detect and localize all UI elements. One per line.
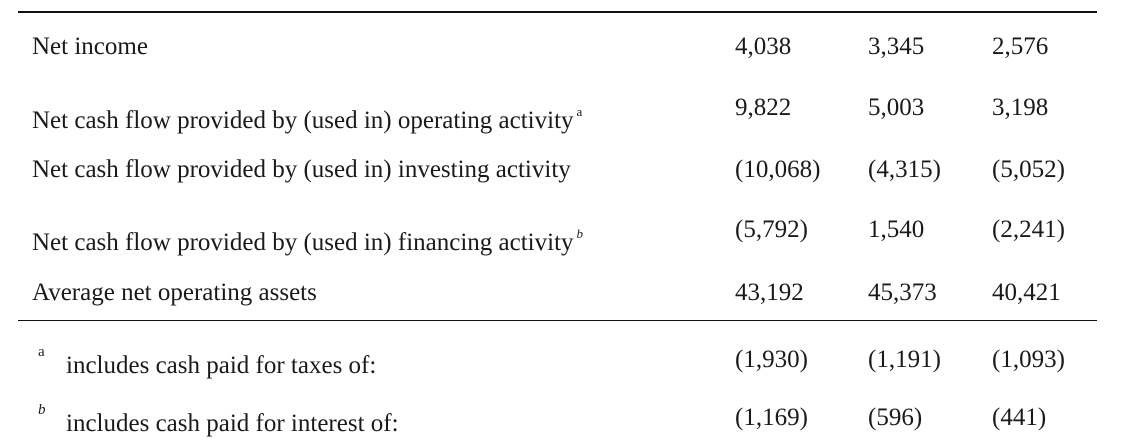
value-cell: (1,930) — [735, 346, 808, 373]
table-row-net-income: Net income 4,038 3,345 2,576 — [0, 27, 1124, 67]
footnote-marker: a — [576, 104, 583, 119]
value-cell: (1,093) — [992, 346, 1065, 373]
value-cell: 40,421 — [992, 279, 1061, 306]
table-row-average-net-operating-assets: Average net operating assets 43,192 45,3… — [0, 273, 1124, 313]
row-label: Net income — [32, 33, 148, 60]
footnote-row-interest: b includes cash paid for interest of: (1… — [0, 398, 1124, 438]
value-cell: 2,576 — [992, 33, 1049, 60]
value-cell: 43,192 — [735, 279, 804, 306]
value-cell: (4,315) — [868, 156, 941, 183]
table-row-financing-activity: Net cash flow provided by (used in) fina… — [0, 214, 1124, 256]
value-cell: 9,822 — [735, 94, 792, 121]
footnote-label: includes cash paid for interest of: — [66, 410, 399, 437]
footnote-separator-rule — [18, 320, 1097, 321]
value-cell: 3,198 — [992, 94, 1049, 121]
value-cell: (5,792) — [735, 216, 808, 243]
footnote-row-taxes: a includes cash paid for taxes of: (1,93… — [0, 340, 1124, 380]
table-row-investing-activity: Net cash flow provided by (used in) inve… — [0, 150, 1124, 190]
value-cell: (596) — [868, 404, 923, 431]
value-cell: (2,241) — [992, 216, 1065, 243]
row-label: Net cash flow provided by (used in) fina… — [32, 226, 584, 256]
row-label: Net cash flow provided by (used in) oper… — [32, 104, 583, 134]
value-cell: (1,191) — [868, 346, 941, 373]
table-row-operating-activity: Net cash flow provided by (used in) oper… — [0, 92, 1124, 134]
value-cell: 5,003 — [868, 94, 925, 121]
footnote-label: includes cash paid for taxes of: — [66, 352, 377, 379]
value-cell: 1,540 — [868, 216, 925, 243]
footnote-marker: a — [38, 344, 45, 360]
footnote-marker: b — [576, 226, 584, 241]
value-cell: (5,052) — [992, 156, 1065, 183]
value-cell: (10,068) — [735, 156, 821, 183]
value-cell: 45,373 — [868, 279, 937, 306]
row-label: Net cash flow provided by (used in) inve… — [32, 156, 571, 183]
value-cell: (441) — [992, 404, 1047, 431]
row-label: Average net operating assets — [32, 279, 317, 306]
footnote-marker: b — [38, 402, 46, 418]
top-rule — [18, 11, 1097, 13]
value-cell: (1,169) — [735, 404, 808, 431]
value-cell: 4,038 — [735, 33, 792, 60]
value-cell: 3,345 — [868, 33, 925, 60]
